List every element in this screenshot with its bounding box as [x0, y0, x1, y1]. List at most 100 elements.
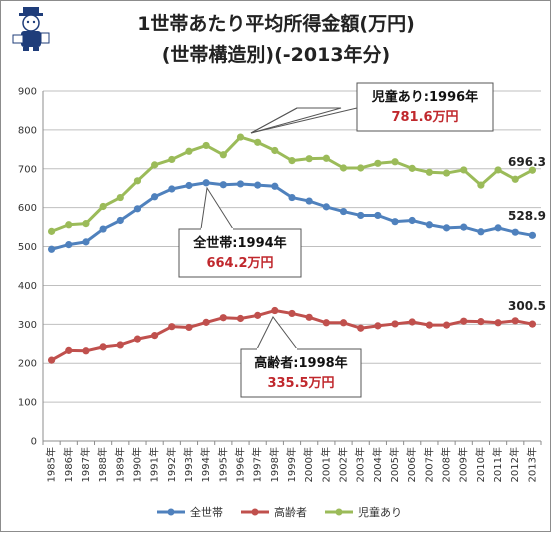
x-tick-label: 2000年 — [302, 447, 315, 482]
axes: 0 100 200 300 400 500 600 700 800 900 1985年 1986年 19… — [18, 87, 542, 482]
x-tick-label: 2006年 — [405, 447, 418, 482]
data-point-elderly — [357, 324, 365, 332]
x-tick-label: 2008年 — [440, 447, 453, 482]
data-point-children — [305, 155, 313, 163]
data-point-children — [133, 177, 142, 185]
data-point-children — [288, 157, 296, 165]
data-point-all-households — [236, 180, 245, 188]
data-point-children — [442, 169, 451, 177]
data-point-children — [339, 164, 348, 172]
data-point-all-households — [391, 218, 399, 226]
data-point-children — [425, 168, 433, 176]
y-tick-label: 200 — [18, 359, 37, 370]
data-point-all-households — [254, 181, 262, 189]
data-point-all-households — [442, 224, 451, 232]
x-tick-label: 2003年 — [354, 447, 367, 482]
mascot-logo-icon — [12, 7, 50, 51]
x-tick-label: 1985年 — [45, 447, 58, 482]
data-point-all-households — [477, 228, 485, 236]
x-tick-label: 2001年 — [319, 447, 332, 482]
x-tick-label: 2011年 — [491, 447, 504, 482]
x-tick-label: 1999年 — [285, 447, 298, 482]
y-tick-label: 400 — [18, 281, 37, 292]
data-point-elderly — [202, 318, 210, 326]
data-point-elderly — [99, 343, 107, 351]
y-tick-label: 800 — [18, 125, 37, 136]
x-tick-label: 2010年 — [474, 447, 487, 482]
data-point-children — [168, 155, 176, 164]
data-point-elderly — [425, 321, 433, 329]
callout-all-households-value: 664.2万円 — [206, 256, 273, 271]
data-point-all-households — [425, 221, 433, 229]
data-point-all-households — [528, 231, 537, 239]
x-tick-label: 1986年 — [62, 447, 75, 482]
callout-elderly-label: 高齢者:1998年 — [254, 355, 347, 371]
y-tick-label: 300 — [18, 320, 37, 331]
data-point-elderly — [168, 323, 176, 331]
data-point-children — [374, 159, 382, 167]
data-point-all-households — [65, 241, 73, 249]
data-point-all-households — [288, 193, 296, 202]
data-point-all-households — [357, 211, 365, 220]
data-point-elderly — [322, 319, 330, 327]
data-point-elderly — [133, 335, 142, 343]
data-point-elderly — [271, 306, 279, 315]
x-tick-label: 2005年 — [388, 447, 401, 482]
y-tick-label: 900 — [18, 87, 37, 98]
x-tick-label: 2004年 — [371, 447, 384, 482]
callout-elderly-value: 335.5万円 — [267, 376, 334, 391]
data-point-elderly — [185, 323, 193, 332]
end-label-elderly: 300.5 — [508, 299, 546, 313]
data-point-all-households — [202, 179, 210, 187]
end-label-children: 696.3 — [508, 155, 546, 169]
callout-children-value: 781.6万円 — [391, 110, 458, 125]
data-point-children — [185, 147, 193, 155]
data-point-all-households — [408, 216, 416, 225]
data-point-children — [528, 166, 537, 174]
x-tick-label: 1997年 — [251, 447, 264, 482]
data-point-children — [254, 138, 262, 146]
x-tick-label: 1995年 — [216, 447, 229, 482]
data-point-children — [408, 164, 416, 172]
data-point-children — [151, 161, 159, 169]
data-point-elderly — [374, 322, 382, 330]
series-lines — [47, 133, 537, 364]
x-tick-label: 1996年 — [233, 447, 246, 482]
data-point-all-households — [151, 193, 159, 201]
y-tick-label: 0 — [31, 437, 37, 448]
data-point-all-households — [494, 224, 502, 232]
x-tick-label: 2009年 — [457, 447, 470, 482]
x-tick-label: 1994年 — [199, 447, 212, 482]
data-point-elderly — [65, 346, 73, 354]
data-point-elderly — [494, 319, 502, 327]
callout-children-box — [356, 82, 494, 132]
data-point-children — [271, 146, 279, 155]
data-point-children — [391, 158, 399, 166]
data-point-children — [322, 154, 330, 162]
data-point-children — [99, 202, 107, 211]
data-point-elderly — [528, 320, 537, 328]
x-tick-label: 2013年 — [525, 447, 538, 482]
callout-elderly-box — [240, 348, 362, 398]
chart-title-line2: (世帯構造別)(-2013年分) — [162, 43, 391, 66]
data-point-children — [65, 221, 73, 229]
data-point-all-households — [219, 181, 227, 189]
data-point-all-households — [116, 216, 124, 225]
data-point-elderly — [82, 347, 90, 355]
x-tick-label: 1991年 — [148, 447, 161, 482]
data-point-elderly — [254, 311, 262, 319]
data-point-children — [82, 220, 90, 228]
data-point-all-households — [511, 228, 519, 236]
x-tick-label: 2007年 — [422, 447, 435, 482]
data-point-children — [202, 141, 210, 150]
data-point-children — [494, 166, 502, 174]
data-point-all-households — [271, 182, 279, 190]
data-point-all-households — [305, 197, 313, 205]
data-point-elderly — [339, 319, 348, 327]
legend: 全世帯 高齢者 児童あり — [157, 505, 402, 519]
data-point-elderly — [219, 314, 227, 322]
data-point-all-households — [82, 238, 90, 246]
data-point-all-households — [168, 185, 176, 193]
data-point-elderly — [305, 313, 313, 321]
